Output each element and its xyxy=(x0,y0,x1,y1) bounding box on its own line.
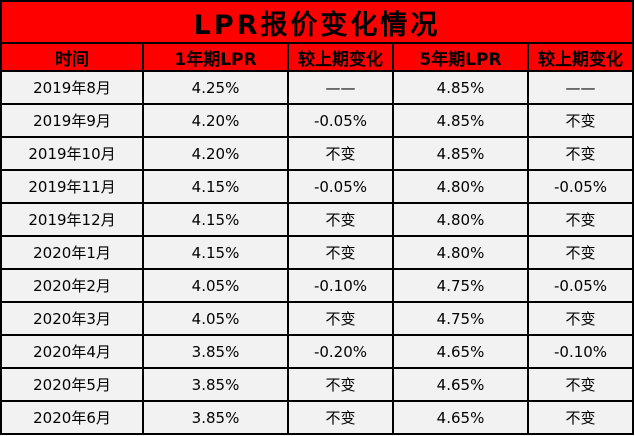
cell-date: 2020年1月 xyxy=(0,235,144,270)
cell-1y-change: 不变 xyxy=(287,400,394,435)
cell-1y-change: 不变 xyxy=(287,301,394,336)
cell-1y-lpr: 4.15% xyxy=(142,169,289,204)
cell-5y-change: -0.10% xyxy=(526,334,635,369)
table-row: 2020年1月 4.15% 不变 4.80% 不变 xyxy=(0,235,635,270)
cell-date: 2020年6月 xyxy=(0,400,144,435)
table-title: LPR报价变化情况 xyxy=(0,0,635,44)
table-row: 2019年9月 4.20% -0.05% 4.85% 不变 xyxy=(0,103,635,138)
column-header-5y-change: 较上期变化 xyxy=(526,42,635,72)
cell-5y-lpr: 4.65% xyxy=(392,334,529,369)
cell-5y-lpr: 4.65% xyxy=(392,400,529,435)
cell-5y-lpr: 4.85% xyxy=(392,70,529,105)
cell-1y-change: -0.05% xyxy=(287,103,394,138)
cell-5y-change: —— xyxy=(526,70,635,105)
cell-5y-change: -0.05% xyxy=(526,169,635,204)
table-title-row: LPR报价变化情况 xyxy=(0,0,635,44)
cell-date: 2019年9月 xyxy=(0,103,144,138)
cell-1y-change: 不变 xyxy=(287,367,394,402)
cell-5y-lpr: 4.80% xyxy=(392,235,529,270)
table-row: 2019年12月 4.15% 不变 4.80% 不变 xyxy=(0,202,635,237)
cell-5y-lpr: 4.80% xyxy=(392,202,529,237)
cell-1y-change: -0.05% xyxy=(287,169,394,204)
cell-1y-lpr: 3.85% xyxy=(142,367,289,402)
column-header-5y-lpr: 5年期LPR xyxy=(392,42,529,72)
cell-1y-change: -0.20% xyxy=(287,334,394,369)
table-row: 2020年2月 4.05% -0.10% 4.75% -0.05% xyxy=(0,268,635,303)
cell-1y-change: —— xyxy=(287,70,394,105)
cell-date: 2019年12月 xyxy=(0,202,144,237)
cell-5y-change: 不变 xyxy=(526,136,635,171)
table-row: 2020年6月 3.85% 不变 4.65% 不变 xyxy=(0,400,635,435)
cell-1y-change: -0.10% xyxy=(287,268,394,303)
cell-5y-lpr: 4.85% xyxy=(392,103,529,138)
table-row: 2019年11月 4.15% -0.05% 4.80% -0.05% xyxy=(0,169,635,204)
cell-5y-lpr: 4.85% xyxy=(392,136,529,171)
cell-1y-change: 不变 xyxy=(287,136,394,171)
column-header-1y-lpr: 1年期LPR xyxy=(142,42,289,72)
cell-1y-lpr: 4.15% xyxy=(142,202,289,237)
cell-date: 2020年3月 xyxy=(0,301,144,336)
cell-5y-change: 不变 xyxy=(526,301,635,336)
cell-date: 2020年5月 xyxy=(0,367,144,402)
table-row: 2020年4月 3.85% -0.20% 4.65% -0.10% xyxy=(0,334,635,369)
cell-1y-lpr: 3.85% xyxy=(142,400,289,435)
cell-1y-change: 不变 xyxy=(287,202,394,237)
table-row: 2019年8月 4.25% —— 4.85% —— xyxy=(0,70,635,105)
cell-5y-change: 不变 xyxy=(526,202,635,237)
column-header-time: 时间 xyxy=(0,42,144,72)
cell-date: 2019年11月 xyxy=(0,169,144,204)
cell-date: 2019年8月 xyxy=(0,70,144,105)
cell-date: 2019年10月 xyxy=(0,136,144,171)
table-header-row: 时间 1年期LPR 较上期变化 5年期LPR 较上期变化 xyxy=(0,42,635,72)
cell-1y-lpr: 4.25% xyxy=(142,70,289,105)
cell-1y-lpr: 4.20% xyxy=(142,136,289,171)
column-header-1y-change: 较上期变化 xyxy=(287,42,394,72)
cell-5y-change: 不变 xyxy=(526,367,635,402)
cell-5y-change: 不变 xyxy=(526,235,635,270)
cell-1y-lpr: 4.05% xyxy=(142,268,289,303)
table-row: 2019年10月 4.20% 不变 4.85% 不变 xyxy=(0,136,635,171)
table-row: 2020年3月 4.05% 不变 4.75% 不变 xyxy=(0,301,635,336)
cell-date: 2020年4月 xyxy=(0,334,144,369)
cell-1y-lpr: 3.85% xyxy=(142,334,289,369)
cell-1y-lpr: 4.15% xyxy=(142,235,289,270)
table-row: 2020年5月 3.85% 不变 4.65% 不变 xyxy=(0,367,635,402)
cell-5y-change: 不变 xyxy=(526,400,635,435)
cell-1y-change: 不变 xyxy=(287,235,394,270)
cell-5y-change: 不变 xyxy=(526,103,635,138)
cell-1y-lpr: 4.20% xyxy=(142,103,289,138)
cell-5y-lpr: 4.75% xyxy=(392,301,529,336)
cell-5y-lpr: 4.80% xyxy=(392,169,529,204)
cell-5y-lpr: 4.75% xyxy=(392,268,529,303)
cell-1y-lpr: 4.05% xyxy=(142,301,289,336)
cell-5y-change: -0.05% xyxy=(526,268,635,303)
cell-date: 2020年2月 xyxy=(0,268,144,303)
cell-5y-lpr: 4.65% xyxy=(392,367,529,402)
